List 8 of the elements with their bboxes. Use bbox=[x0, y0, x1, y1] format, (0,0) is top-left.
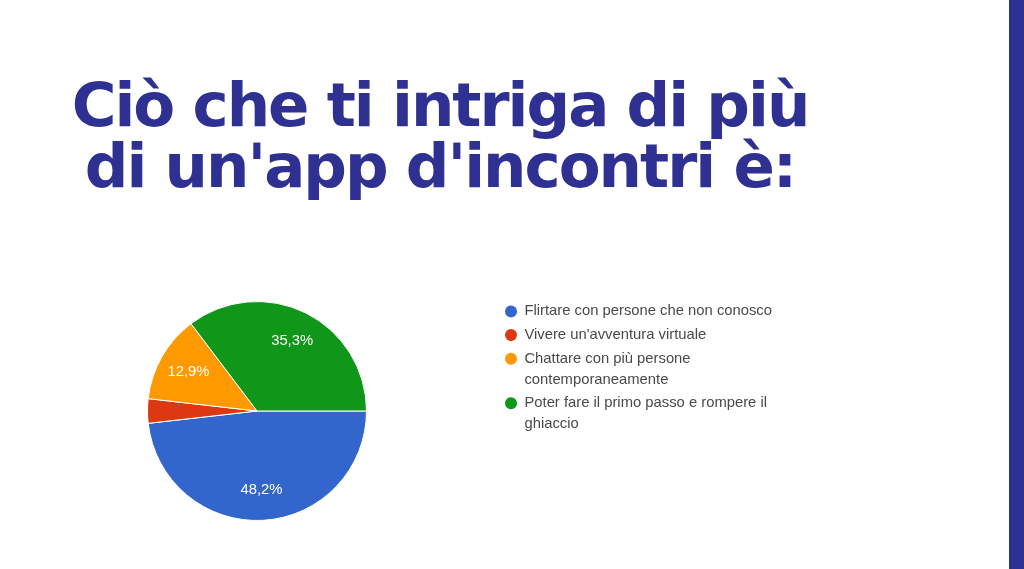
legend-label: Flirtare con persone che non conosco bbox=[524, 302, 773, 319]
data-label: 48,2% bbox=[240, 480, 283, 497]
legend-label: Vivere un'avventura virtuale bbox=[524, 326, 707, 343]
data-label: 12,9% bbox=[167, 363, 210, 380]
data-label: 35,3% bbox=[271, 331, 314, 348]
legend-label: Poter fare il primo passo e rompere il ghiaccio bbox=[524, 394, 768, 432]
chart-title: Ciò che ti intriga di più di un'app d'incontri è: bbox=[70, 69, 810, 201]
legend-label: Chattare con più persone contemporaneamente bbox=[524, 349, 691, 387]
